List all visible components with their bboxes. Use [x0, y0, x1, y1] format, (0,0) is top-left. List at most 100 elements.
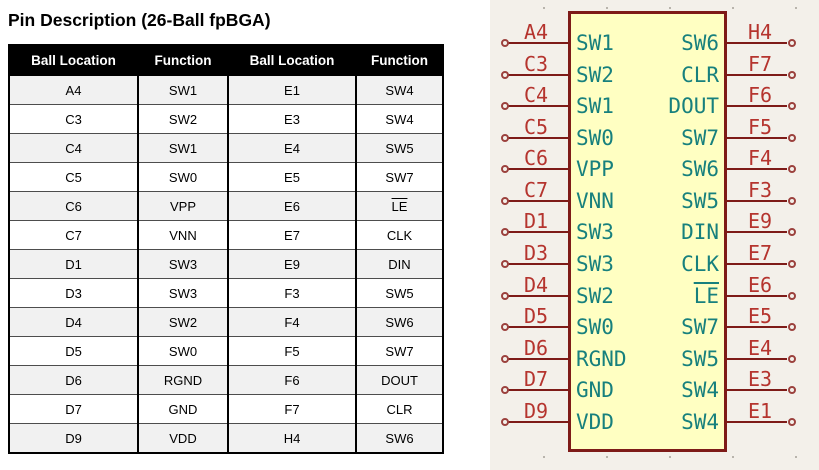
cell-text: F6 [284, 372, 300, 388]
pin-name: VNN [576, 189, 614, 213]
cell-text: SW2 [168, 111, 198, 127]
cell-text: SW2 [168, 314, 198, 330]
table-cell: SW5 [355, 133, 444, 163]
table-cell: RGND [137, 365, 229, 395]
cell-text: SW1 [168, 82, 198, 98]
table-cell: GND [137, 394, 229, 424]
table-cell: C6 [8, 191, 139, 221]
cell-text: LE [391, 198, 408, 214]
cell-text: CLK [386, 227, 413, 243]
table-cell: DOUT [355, 365, 444, 395]
cell-text: SW5 [385, 140, 414, 156]
pin-description-table: Ball Location Function Ball Location Functi… [8, 44, 444, 454]
pin-name: SW7 [681, 315, 719, 339]
table-cell: D6 [8, 365, 139, 395]
table-cell: E9 [227, 249, 357, 279]
pin-line [508, 358, 568, 360]
cell-text: DOUT [381, 372, 418, 388]
pin-endpoint-circle [788, 134, 796, 142]
cell-text: F3 [284, 285, 300, 301]
table-cell: SW3 [137, 278, 229, 308]
pin-name: CLK [681, 252, 719, 276]
cell-text: DIN [388, 256, 411, 272]
pin-endpoint-circle [788, 39, 796, 47]
table-cell: C5 [8, 162, 139, 192]
pin-number: D9 [523, 399, 549, 423]
cell-text: SW3 [168, 256, 198, 272]
table-cell: E5 [227, 162, 357, 192]
pin-number: D6 [523, 336, 549, 360]
pin-name: RGND [576, 347, 627, 371]
table-cell: D4 [8, 307, 139, 337]
pin-name: SW0 [576, 315, 614, 339]
pin-endpoint-circle [788, 102, 796, 110]
table-cell: VDD [137, 423, 229, 453]
table-row: A4 SW1 E1 SW4 [8, 74, 444, 105]
pin-name: SW6 [681, 157, 719, 181]
cell-text: E4 [284, 140, 300, 156]
table-row: D9 VDD H4 SW6 [8, 423, 444, 453]
pin-line [727, 231, 787, 233]
pin-endpoint-circle [501, 39, 509, 47]
table-row: C3 SW2 E3 SW4 [8, 104, 444, 134]
table-row: C4 SW1 E4 SW5 [8, 133, 444, 163]
pin-number: D5 [523, 304, 549, 328]
table-cell: CLR [355, 394, 444, 424]
pin-name: GND [576, 378, 614, 402]
pin-name: SW7 [681, 126, 719, 150]
pin-endpoint-circle [501, 292, 509, 300]
cell-text: E5 [284, 169, 300, 185]
cell-text: F5 [284, 343, 300, 359]
pin-line [727, 74, 787, 76]
table-cell: D9 [8, 423, 139, 453]
cell-text: SW5 [385, 285, 414, 301]
pin-line [508, 263, 568, 265]
pin-name: VDD [576, 410, 614, 434]
cell-text: D4 [65, 314, 82, 330]
pin-number: E4 [747, 336, 773, 360]
pin-number: D4 [523, 273, 549, 297]
pin-name: SW5 [681, 189, 719, 213]
table-cell: F7 [227, 394, 357, 424]
table-cell: A4 [8, 74, 139, 105]
cell-text: SW6 [385, 430, 414, 446]
pin-number: A4 [523, 20, 549, 44]
table-cell: H4 [227, 423, 357, 453]
pin-endpoint-circle [788, 260, 796, 268]
pin-number: E9 [747, 209, 773, 233]
pin-number: F7 [747, 52, 773, 76]
cell-text: E6 [284, 198, 300, 214]
pin-name: SW1 [576, 31, 614, 55]
table-row: D3 SW3 F3 SW5 [8, 278, 444, 308]
cell-text: SW7 [385, 343, 414, 359]
pin-line [727, 389, 787, 391]
table-cell: DIN [355, 249, 444, 279]
table-cell: SW6 [355, 307, 444, 337]
pin-endpoint-circle [501, 260, 509, 268]
cell-text: D9 [65, 430, 82, 446]
pin-endpoint-circle [501, 197, 509, 205]
pin-endpoint-circle [501, 71, 509, 79]
table-cell: D1 [8, 249, 139, 279]
pin-endpoint-circle [788, 197, 796, 205]
cell-text: SW0 [168, 343, 198, 359]
pin-endpoint-circle [788, 323, 796, 331]
pin-line [508, 74, 568, 76]
cell-text: H4 [283, 430, 301, 446]
cell-text: D5 [65, 343, 82, 359]
pin-endpoint-circle [788, 165, 796, 173]
table-cell: LE [355, 191, 444, 221]
pin-number: E6 [747, 273, 773, 297]
table-cell: SW2 [137, 307, 229, 337]
pin-name: SW3 [576, 220, 614, 244]
cell-text: C7 [65, 227, 82, 243]
cell-text: SW4 [385, 82, 414, 98]
cell-text: E1 [284, 82, 300, 98]
pin-endpoint-circle [788, 418, 796, 426]
pin-number: C4 [523, 83, 549, 107]
column-header: Ball Location [8, 45, 139, 76]
symbol-body[interactable] [568, 11, 727, 452]
pin-number: F4 [747, 146, 773, 170]
pin-endpoint-circle [788, 386, 796, 394]
table-row: C6 VPP E6 LE [8, 191, 444, 221]
